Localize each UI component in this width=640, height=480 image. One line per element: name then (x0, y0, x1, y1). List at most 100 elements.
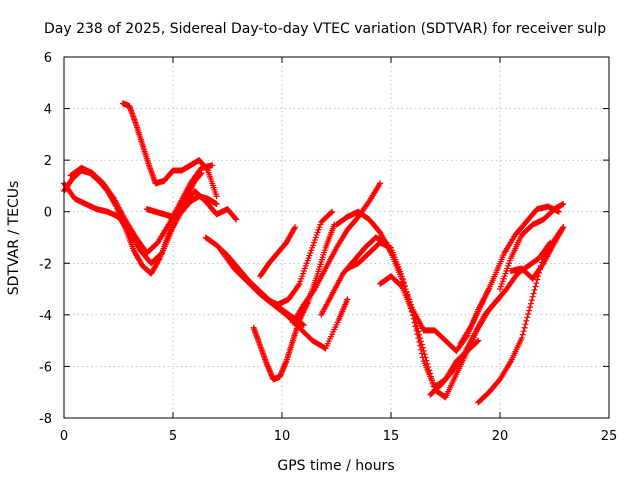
data-point (410, 312, 417, 319)
series-sat-3 (67, 162, 216, 256)
data-point (204, 166, 211, 173)
data-point (526, 307, 533, 314)
series-sat-16 (427, 239, 554, 398)
data-point (291, 225, 298, 232)
y-tick-label: -6 (39, 360, 52, 375)
data-point (523, 317, 530, 324)
series-sat-12 (318, 234, 390, 318)
series-sat-6 (202, 234, 307, 329)
series-sat-20 (507, 224, 567, 282)
data-point (213, 193, 220, 200)
data-point (377, 180, 384, 187)
data-point (292, 224, 299, 231)
data-point (525, 310, 532, 317)
data-point (531, 286, 538, 293)
data-point (412, 318, 419, 325)
series-sat-11 (263, 208, 336, 308)
data-point (532, 283, 539, 290)
data-point (233, 216, 240, 223)
data-point (344, 296, 351, 303)
data-point (530, 290, 537, 297)
y-tick-label: -8 (39, 412, 52, 427)
data-point (209, 162, 216, 169)
data-point (415, 328, 422, 335)
x-tick-label: 10 (274, 429, 291, 444)
data-point (411, 315, 418, 322)
data-points (61, 100, 567, 406)
series-sat-5 (143, 193, 220, 220)
data-point (417, 338, 424, 345)
y-tick-label: -4 (39, 309, 52, 324)
y-tick-label: 2 (44, 154, 52, 169)
y-tick-label: -2 (39, 257, 52, 272)
data-point (520, 328, 527, 335)
data-point (475, 337, 482, 344)
series-sat-10 (289, 180, 384, 326)
series-sat-1 (61, 167, 205, 277)
data-point (429, 380, 436, 387)
data-point (459, 354, 466, 361)
data-point (397, 282, 404, 289)
series-sat-2 (61, 180, 240, 267)
data-point (422, 354, 429, 361)
y-tick-label: 4 (44, 103, 52, 118)
x-tick-label: 20 (492, 429, 509, 444)
data-point (232, 215, 239, 222)
data-point (425, 364, 432, 371)
data-point (559, 225, 566, 232)
data-point (528, 297, 535, 304)
data-point (420, 347, 427, 354)
data-point (560, 200, 567, 207)
data-point (399, 276, 406, 283)
data-point (310, 287, 317, 294)
series-sat-9 (257, 224, 299, 280)
data-point (526, 304, 533, 311)
data-point (419, 344, 426, 351)
data-point (424, 360, 431, 367)
data-point (518, 335, 525, 342)
data-point (423, 357, 430, 364)
data-point (416, 331, 423, 338)
data-point (417, 335, 424, 342)
data-point (539, 261, 546, 268)
data-point (428, 376, 435, 383)
series-sat-4 (119, 100, 220, 200)
x-tick-label: 5 (169, 429, 177, 444)
y-tick-label: 0 (44, 206, 52, 221)
data-point (158, 250, 165, 257)
data-point (524, 314, 531, 321)
data-point (414, 325, 421, 332)
chart-title: Day 238 of 2025, Sidereal Day-to-day VTE… (44, 21, 606, 37)
data-point (533, 280, 540, 287)
data-point (413, 322, 420, 329)
data-point (474, 338, 481, 345)
data-point (329, 208, 336, 215)
data-point (300, 322, 307, 329)
data-point (418, 341, 425, 348)
data-point (427, 373, 434, 380)
data-point (527, 300, 534, 307)
data-point (560, 224, 567, 231)
data-point (426, 367, 433, 374)
data-point (522, 321, 529, 328)
data-point (421, 351, 428, 358)
data-point (213, 200, 220, 207)
y-tick-label: 6 (44, 51, 52, 66)
x-tick-label: 0 (60, 429, 68, 444)
data-point (555, 208, 562, 215)
data-point (328, 209, 335, 216)
x-tick-label: 25 (601, 429, 618, 444)
data-point (400, 279, 407, 286)
data-point (521, 324, 528, 331)
data-point (519, 331, 526, 338)
grid-lines (64, 57, 609, 418)
data-point (529, 293, 536, 300)
series-sat-17 (457, 203, 562, 347)
series-sat-8 (250, 221, 338, 383)
data-point (295, 282, 302, 289)
x-axis-label: GPS time / hours (277, 458, 394, 474)
data-point (110, 194, 117, 201)
x-tick-label: 15 (383, 429, 400, 444)
data-point (398, 273, 405, 280)
